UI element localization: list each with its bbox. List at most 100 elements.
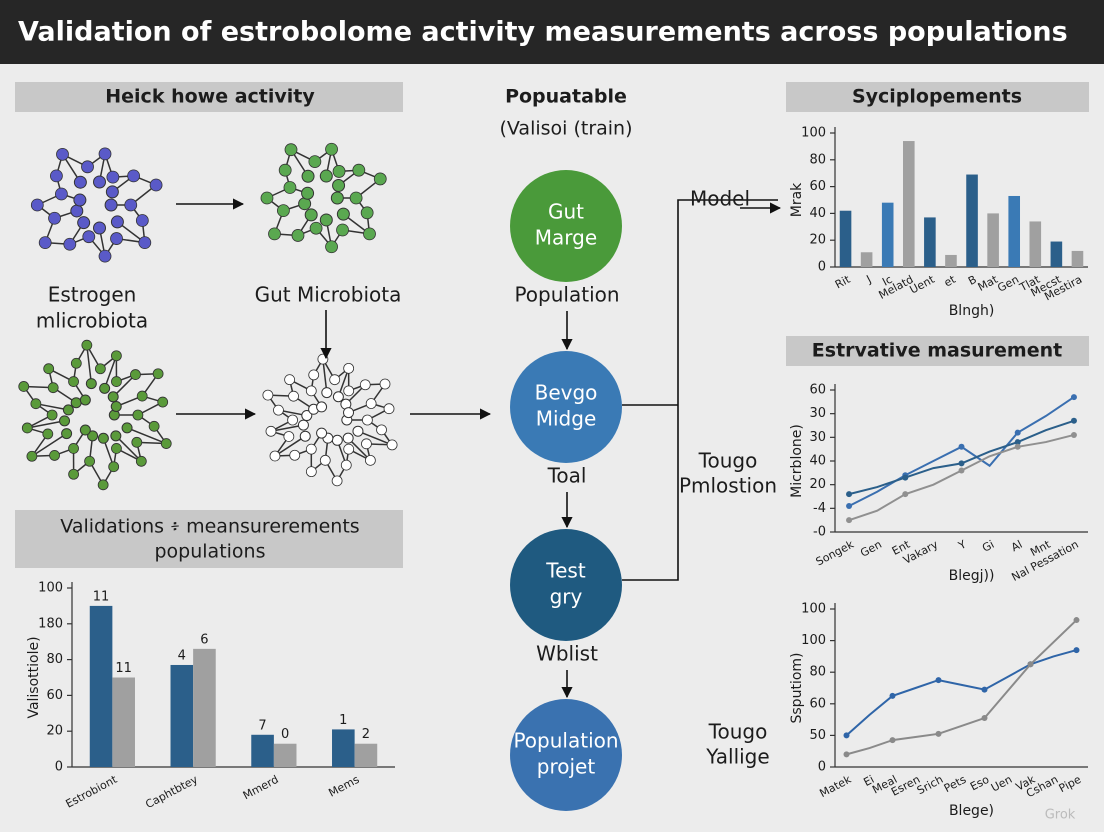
bar-annotation: 6 xyxy=(200,632,208,647)
header: Validations ፥ meansurerements xyxy=(60,516,359,538)
y-tick-label: 30 xyxy=(809,430,826,445)
atom xyxy=(130,369,141,380)
bar xyxy=(354,743,378,767)
atom xyxy=(135,214,149,227)
atom xyxy=(121,422,133,434)
atom xyxy=(343,385,355,397)
point xyxy=(958,467,965,474)
x-axis-label: Blngh) xyxy=(949,303,995,319)
x-tick-label: Matek xyxy=(817,773,853,801)
atom xyxy=(138,236,152,250)
header-box xyxy=(15,82,403,112)
point xyxy=(1070,394,1077,401)
model-label: Model xyxy=(690,187,750,211)
atom xyxy=(365,398,377,409)
y-axis-label: Micrblone) xyxy=(789,424,805,498)
point xyxy=(958,460,965,467)
atom xyxy=(105,185,119,199)
x-tick-label: Gi xyxy=(980,538,996,555)
atom xyxy=(301,410,313,422)
node-label: Bevgo xyxy=(535,381,598,405)
atom xyxy=(262,389,274,401)
y-tick-label: 20 xyxy=(809,233,826,248)
node-label: Marge xyxy=(535,226,597,250)
x-tick-label: Rit xyxy=(833,272,853,291)
atom xyxy=(297,419,309,431)
x-tick-label: Pets xyxy=(942,773,969,795)
atom xyxy=(291,229,305,242)
atom xyxy=(110,430,122,442)
y-tick-label: 40 xyxy=(809,206,826,221)
y-tick-label: 60 xyxy=(809,696,826,711)
y-tick-label: 60 xyxy=(46,688,63,703)
atom xyxy=(127,169,140,183)
center-title: Popuatable xyxy=(505,86,627,108)
atom xyxy=(284,374,296,386)
atom xyxy=(287,414,299,426)
atom xyxy=(68,468,80,480)
atom xyxy=(81,160,94,174)
atom xyxy=(148,420,160,432)
atom xyxy=(309,221,323,235)
y-tick-label: 0 xyxy=(818,760,826,775)
atom xyxy=(305,443,317,455)
y-axis-label: Mrak xyxy=(789,182,805,217)
bond xyxy=(126,427,167,445)
bar xyxy=(839,210,852,267)
atom xyxy=(79,424,91,436)
atom xyxy=(277,204,290,218)
x-axis-label: Blege) xyxy=(949,803,994,819)
point xyxy=(958,443,965,450)
atom xyxy=(106,170,120,184)
atom xyxy=(343,407,355,419)
atom xyxy=(304,208,318,222)
atom xyxy=(110,232,123,245)
x-tick-label: Songek xyxy=(814,538,857,569)
atom xyxy=(301,169,315,183)
atom xyxy=(124,198,138,212)
atom xyxy=(319,454,331,466)
bar xyxy=(170,664,194,767)
bar xyxy=(112,677,135,767)
point xyxy=(1073,617,1080,624)
x-tick-label: Mems xyxy=(326,773,361,800)
point xyxy=(889,692,896,699)
y-tick-label: 30 xyxy=(809,406,826,421)
node xyxy=(510,351,622,463)
atom xyxy=(308,369,320,381)
point xyxy=(846,491,853,498)
atom xyxy=(363,227,376,241)
bar-annotation: 11 xyxy=(115,661,132,676)
atom xyxy=(50,169,63,183)
bond xyxy=(103,355,118,389)
atom xyxy=(336,223,349,237)
atom xyxy=(18,381,30,392)
atom xyxy=(77,216,91,230)
atom xyxy=(289,449,301,461)
atom xyxy=(160,438,172,449)
atom xyxy=(73,193,87,207)
atom xyxy=(110,350,122,362)
point xyxy=(902,474,909,481)
atom xyxy=(343,443,355,455)
y-tick-label: -0 xyxy=(813,525,826,540)
node-label: projet xyxy=(537,755,596,779)
bar xyxy=(945,254,957,267)
atom xyxy=(260,191,274,205)
x-tick-label: Srich xyxy=(915,773,945,797)
atom xyxy=(110,215,124,229)
atom xyxy=(97,432,109,444)
line xyxy=(848,396,1075,507)
point xyxy=(1014,439,1021,446)
y-tick-label: -4 xyxy=(813,501,826,516)
atom xyxy=(308,155,322,168)
atom xyxy=(38,236,52,250)
molecule-label: Gut Microbiota xyxy=(255,283,402,307)
molecule-label: mlicrobiota xyxy=(36,309,148,333)
node-label: gry xyxy=(550,585,583,609)
atom xyxy=(319,169,333,183)
header-box xyxy=(15,510,403,568)
y-tick-label: 60 xyxy=(809,383,826,398)
atom xyxy=(104,198,118,212)
bond xyxy=(322,359,328,393)
